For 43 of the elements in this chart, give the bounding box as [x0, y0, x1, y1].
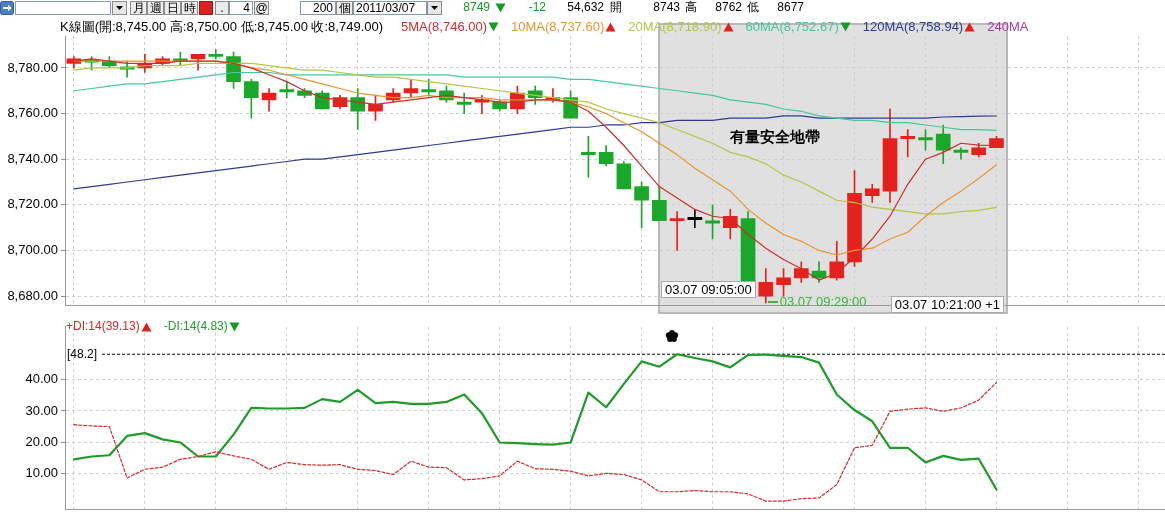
text: 2011/03/07	[353, 1, 427, 15]
text: 5MA(8,746.00)	[401, 19, 488, 34]
chart-title: K線圖(開:8,745.00 高:8,750.00 低:8,745.00 收:8,749.00)	[60, 19, 384, 34]
text: 240MA	[987, 19, 1029, 34]
ref-line-label: [48.2]	[67, 346, 98, 361]
text: 8743	[652, 0, 680, 15]
y-tick-label: 40.00	[25, 371, 58, 387]
y-tick-label: 8,740.00	[7, 150, 58, 166]
text: 8749	[462, 0, 490, 15]
text: 月	[130, 1, 147, 15]
y-tick-label: 10.00	[25, 464, 58, 480]
text: 200	[300, 1, 336, 15]
legend-label: +DI:14(39.13)	[66, 319, 140, 334]
text: 120MA(8,758.94)	[862, 19, 964, 34]
text: 開	[609, 0, 623, 15]
y-tick-label: 8,760.00	[7, 105, 58, 121]
text: -12	[527, 0, 546, 15]
y-tick-label: 30.00	[25, 402, 58, 418]
annotation: 03.07 09:05:00	[661, 281, 756, 298]
text: 60MA(8,752.67)	[745, 19, 839, 34]
text: 10MA(8,737.60)	[511, 19, 605, 34]
y-tick-label: 8,780.00	[7, 59, 58, 75]
y-tick-label: 8,680.00	[7, 287, 58, 303]
text: @	[254, 1, 269, 15]
text: 4	[229, 1, 253, 15]
text: 8677	[776, 0, 804, 15]
legend-label: -DI:14(4.83)	[163, 319, 228, 334]
y-tick-label: 8,700.00	[7, 242, 58, 258]
text: 8762	[714, 0, 742, 15]
text: 54,632	[566, 0, 604, 15]
y-tick-label: 8,720.00	[7, 196, 58, 212]
text: 日	[164, 1, 181, 15]
text: 週	[147, 1, 164, 15]
text: .	[215, 1, 229, 15]
annotation: 03.07 10:21:00 +1	[890, 296, 1004, 313]
text: 低	[746, 0, 760, 15]
text: 高	[684, 0, 698, 15]
annotation: 有量安全地帶	[730, 128, 820, 146]
text: 時	[181, 1, 198, 15]
text: 20MA(8,718.90)	[628, 19, 722, 34]
y-tick-label: 20.00	[25, 433, 58, 449]
text: 個	[336, 1, 353, 15]
annotation: 03.07 09:29:00	[765, 293, 867, 309]
